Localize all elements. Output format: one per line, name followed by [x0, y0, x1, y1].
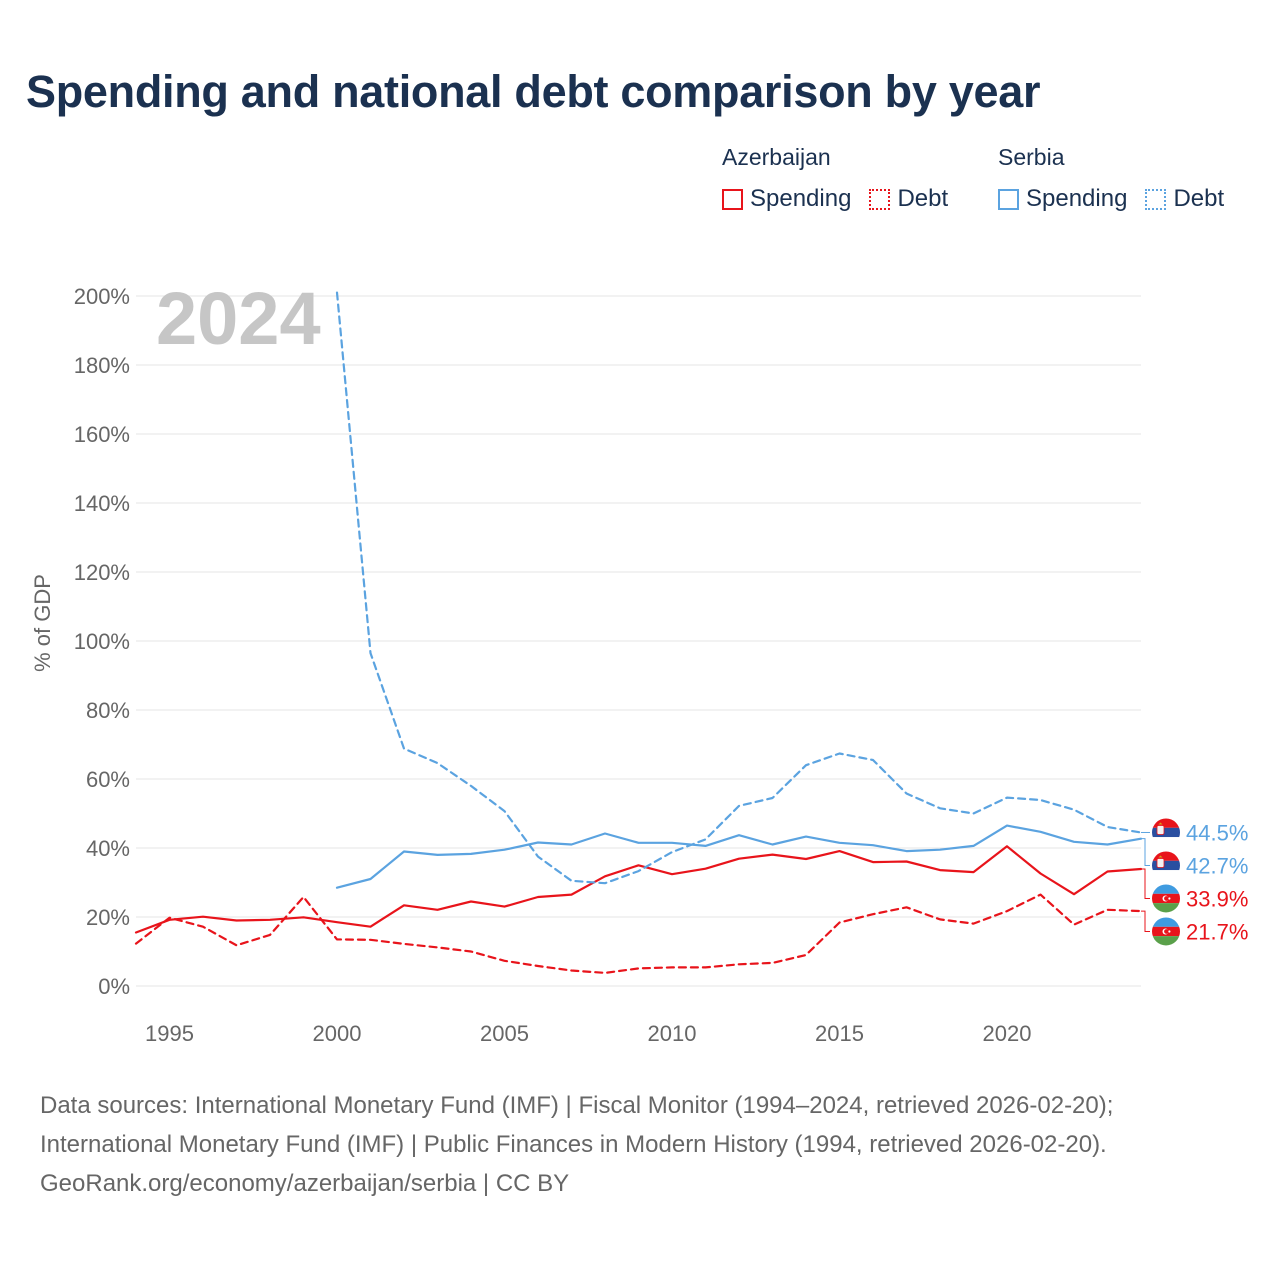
- legend-swatch-dotted-icon: [1145, 188, 1167, 210]
- legend-item-serbia-debt[interactable]: Debt: [1145, 185, 1224, 213]
- gridlines: [136, 295, 1141, 987]
- y-tick-label: 120%: [74, 560, 130, 585]
- end-label-connector: [1141, 868, 1150, 899]
- y-tick-label: 160%: [74, 422, 130, 447]
- sources-line-2: International Monetary Fund (IMF) | Publ…: [40, 1131, 1107, 1158]
- y-tick-label: 20%: [86, 905, 130, 930]
- x-tick-label: 2000: [313, 1021, 362, 1046]
- legend-group-serbia: Serbia Spending Debt: [998, 144, 1224, 213]
- legend-heading-azerbaijan: Azerbaijan: [722, 144, 831, 170]
- x-tick-label: 1995: [145, 1021, 194, 1046]
- y-axis-label: % of GDP: [30, 574, 55, 672]
- legend-label: Spending: [750, 185, 852, 212]
- x-tick-label: 2010: [648, 1021, 697, 1046]
- y-tick-label: 0%: [98, 974, 130, 999]
- y-tick-label: 80%: [86, 698, 130, 723]
- end-value-label: 42.7%: [1186, 853, 1248, 878]
- y-tick-label: 200%: [74, 284, 130, 309]
- chart-title: Spending and national debt comparison by…: [26, 66, 1041, 117]
- end-label-connector: [1141, 838, 1150, 866]
- series-lines: [134, 291, 1143, 975]
- series-line-serbia-debt[interactable]: [335, 291, 1143, 885]
- end-label-connector: [1141, 910, 1150, 932]
- x-tick-label: 2020: [983, 1021, 1032, 1046]
- legend-item-azerbaijan-spending[interactable]: Spending: [722, 185, 851, 213]
- legend-item-serbia-spending[interactable]: Spending: [998, 185, 1127, 213]
- flag-azerbaijan-icon: [1152, 917, 1180, 945]
- sources-line-3: GeoRank.org/economy/azerbaijan/serbia | …: [40, 1170, 570, 1197]
- legend-swatch-solid-icon: [722, 188, 743, 210]
- series-line-azerbaijan-spending[interactable]: [134, 845, 1143, 934]
- legend-heading-serbia: Serbia: [998, 144, 1065, 170]
- y-axis: 0% 20% 40% 60% 80% 100% 120% 140% 160% 180% 200%: [74, 284, 130, 999]
- y-tick-label: 40%: [86, 836, 130, 861]
- y-tick-label: 100%: [74, 629, 130, 654]
- sources-line-1: Data sources: International Monetary Fun…: [40, 1092, 1114, 1119]
- series-line-azerbaijan-debt[interactable]: [134, 893, 1143, 975]
- flag-serbia-icon: [1152, 818, 1180, 846]
- end-value-label: 21.7%: [1186, 919, 1248, 944]
- x-tick-label: 2015: [815, 1021, 864, 1046]
- flag-azerbaijan-icon: [1152, 884, 1180, 912]
- end-value-label: 44.5%: [1186, 820, 1248, 845]
- y-tick-label: 140%: [74, 491, 130, 516]
- line-chart: 0% 20% 40% 60% 80% 100% 120% 140% 160% 180% 200% 1…: [30, 277, 1248, 1046]
- y-tick-label: 60%: [86, 767, 130, 792]
- y-tick-label: 180%: [74, 353, 130, 378]
- series-line-serbia-spending[interactable]: [335, 824, 1143, 889]
- x-tick-label: 2005: [480, 1021, 529, 1046]
- end-value-label: 33.9%: [1186, 886, 1248, 911]
- end-labels: 44.5% 42.7% 33.9% 21.7%: [1141, 818, 1248, 945]
- flag-serbia-icon: [1152, 851, 1180, 879]
- legend-swatch-dotted-icon: [869, 188, 891, 210]
- x-axis: 1995 2000 2005 2010 2015 2020: [145, 1021, 1031, 1046]
- legend-label: Spending: [1026, 185, 1128, 212]
- legend-group-azerbaijan: Azerbaijan Spending Debt: [722, 144, 948, 213]
- legend-item-azerbaijan-debt[interactable]: Debt: [869, 185, 948, 213]
- legend-swatch-solid-icon: [998, 188, 1019, 210]
- year-watermark: 2024: [156, 277, 321, 360]
- data-sources: Data sources: International Monetary Fun…: [40, 1086, 1113, 1203]
- legend-label: Debt: [897, 185, 949, 212]
- legend-label: Debt: [1173, 185, 1225, 212]
